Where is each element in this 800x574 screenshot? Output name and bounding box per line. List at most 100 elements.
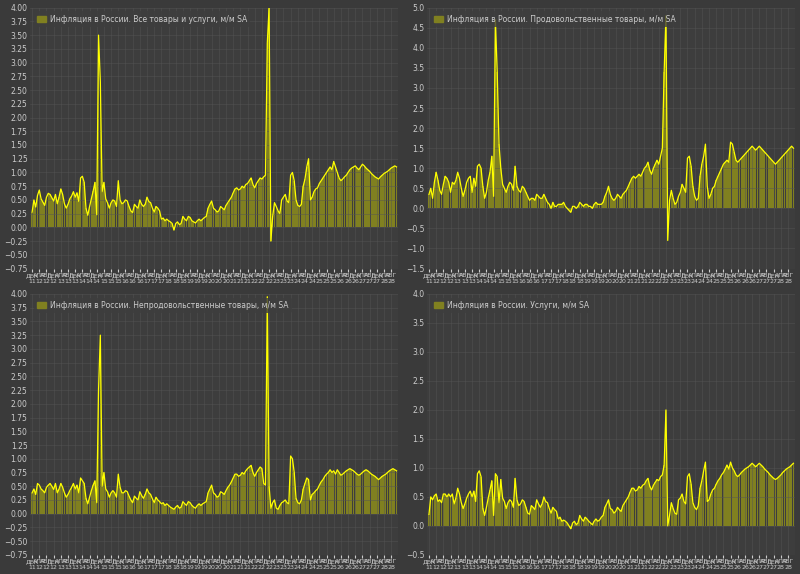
Bar [141,204,142,227]
Bar [218,211,219,227]
Bar [106,492,108,514]
Bar [374,177,376,227]
Bar [435,494,437,526]
Bar [658,164,659,208]
Bar [230,482,232,514]
Bar [112,491,114,514]
Bar [735,160,737,208]
Bar [572,523,574,526]
Bar [615,511,617,526]
Bar [498,144,500,208]
Bar [390,470,392,514]
Bar [777,162,778,208]
Bar [653,485,654,526]
Bar [187,216,189,227]
Bar [457,488,458,526]
Bar [33,489,34,514]
Bar [82,176,83,227]
Legend: Инфляция в России. Продовольственные товары, м/м SA: Инфляция в России. Продовольственные тов… [431,11,679,26]
Bar [627,187,629,208]
Bar [464,191,466,208]
Bar [663,72,665,208]
Bar [261,468,262,514]
Bar [263,177,265,227]
Bar [373,175,374,227]
Bar [392,468,394,514]
Bar [599,520,600,526]
Bar [782,472,783,526]
Bar [83,483,85,514]
Bar [98,390,99,514]
Bar [333,471,334,514]
Bar [552,202,554,208]
Bar [114,493,115,514]
Bar [170,507,171,514]
Bar [435,172,437,208]
Bar [590,206,591,208]
Bar [62,195,63,227]
Bar [610,195,611,208]
Bar [344,177,346,227]
Bar [240,189,241,227]
Bar [532,199,534,208]
Bar [162,218,164,227]
Bar [57,493,58,514]
Bar [90,491,92,514]
Bar [331,170,333,227]
Bar [755,150,757,208]
Bar [98,35,99,227]
Bar [620,511,622,526]
Bar [78,201,79,227]
Bar [89,207,90,227]
Bar [694,507,695,526]
Bar [658,480,659,526]
Bar [206,216,207,227]
Bar [582,206,584,208]
Bar [322,480,324,514]
Bar [376,178,378,227]
Bar [236,188,238,227]
Bar [574,521,575,526]
Bar [394,166,395,227]
Bar [728,162,730,208]
Bar [461,503,462,526]
Bar [771,160,773,208]
Bar [601,204,602,208]
Bar [710,494,711,526]
Bar [622,195,623,208]
Bar [245,471,246,514]
Bar [162,503,164,514]
Bar [47,485,49,514]
Bar [182,216,184,227]
Bar [556,206,557,208]
Bar [223,494,225,514]
Bar [186,221,187,227]
Bar [266,297,268,514]
Bar [656,479,658,526]
Bar [338,472,340,514]
Bar [522,500,523,526]
Bar [166,219,167,227]
Bar [683,502,685,526]
Bar [51,486,53,514]
Bar [194,508,196,514]
Bar [250,466,252,514]
Bar [66,208,67,227]
Bar [337,172,338,227]
Bar [259,178,261,227]
Bar [102,486,103,514]
Bar [509,183,510,208]
Bar [301,500,302,514]
Bar [229,485,230,514]
Bar [466,498,467,526]
Bar [213,493,214,514]
Bar [506,192,507,208]
Bar [222,208,223,227]
Bar [311,494,313,514]
Bar [340,181,342,227]
Bar [40,199,42,227]
Bar [177,506,178,514]
Bar [370,474,372,514]
Bar [739,160,740,208]
Bar [130,500,131,514]
